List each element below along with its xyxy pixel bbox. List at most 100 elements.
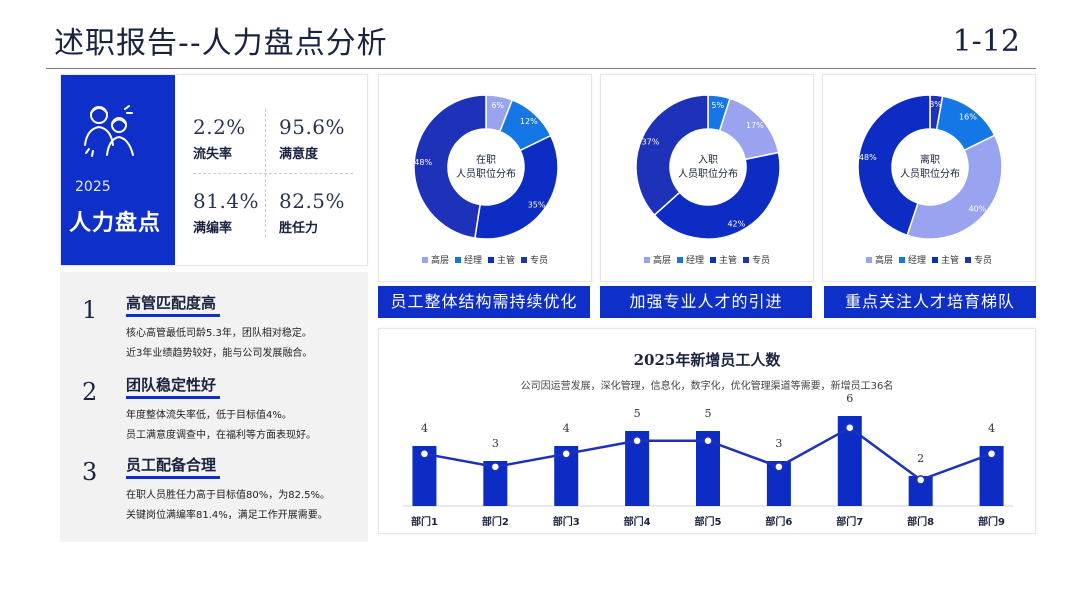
kpi-name: 满意度 bbox=[279, 147, 319, 162]
category-label: 部门9 bbox=[978, 515, 1005, 528]
slice-label: 12% bbox=[520, 117, 538, 126]
category-label: 部门8 bbox=[907, 515, 934, 528]
donut-center-label: 在职 bbox=[476, 154, 496, 166]
chart-legend: 高层 经理 主管 专员 bbox=[379, 253, 591, 266]
category-label: 部门1 bbox=[411, 515, 438, 528]
trend-point bbox=[915, 475, 926, 485]
banner-structure: 员工整体结构需持续优化 bbox=[378, 286, 590, 318]
new-hires-bar-chart: 4 部门1 3 部门2 4 部门3 5 部门4 5 部门5 3 部门6 6 部门7 2 部门8 4 部门9 bbox=[403, 392, 1013, 528]
legend-item: 经理 bbox=[676, 253, 704, 266]
kpi-satisfaction: 95.6% 满意度 bbox=[279, 115, 379, 162]
legend-item: 主管 bbox=[488, 253, 515, 266]
kpi-banner: 2025 人力盘点 bbox=[61, 75, 175, 265]
legend-swatch bbox=[965, 257, 972, 263]
donut-center-label: 人员职位分布 bbox=[456, 167, 516, 180]
slice-label: 48% bbox=[414, 158, 432, 167]
legend-swatch bbox=[643, 257, 650, 263]
legend-item: 经理 bbox=[898, 253, 926, 266]
slice-label: 6% bbox=[491, 101, 504, 110]
kpi-year: 2025 bbox=[75, 179, 111, 195]
kpi-value: 82.5% bbox=[279, 189, 346, 213]
donut-slice-专员 bbox=[413, 94, 487, 239]
donut-slice-专员 bbox=[857, 94, 931, 237]
chart-legend: 高层 经理 主管 专员 bbox=[823, 253, 1035, 266]
trend-point bbox=[490, 462, 501, 472]
slice-label: 42% bbox=[727, 219, 745, 228]
slice-label: 17% bbox=[746, 121, 764, 130]
kpi-label: 人力盘点 bbox=[69, 211, 162, 236]
key-points-panel: 1 高管匹配度高 核心高管最低司龄5.3年，团队相对稳定。 近3年业绩趋势较好，… bbox=[60, 272, 368, 542]
chart-title: 2025年新增员工人数 bbox=[633, 351, 781, 369]
legend-label: 高层 bbox=[652, 256, 671, 266]
legend-label: 主管 bbox=[941, 256, 960, 266]
point-underline bbox=[126, 476, 220, 479]
point-line: 关键岗位满编率81.4%，满足工作开展需要。 bbox=[126, 510, 328, 521]
bar-value-label: 6 bbox=[846, 392, 853, 405]
point-underline bbox=[126, 396, 220, 399]
bar-value-label: 5 bbox=[705, 407, 712, 420]
trend-point bbox=[845, 422, 855, 433]
trend-point bbox=[632, 436, 642, 446]
bar-value-label: 5 bbox=[634, 407, 641, 420]
legend-swatch bbox=[865, 257, 872, 263]
legend-label: 高层 bbox=[430, 256, 449, 266]
donut-center-label: 入职 bbox=[698, 154, 718, 166]
kpi-value: 2.2% bbox=[193, 115, 246, 139]
trend-point bbox=[986, 449, 997, 459]
point-title: 高管匹配度高 bbox=[126, 294, 217, 312]
point-line: 在职人员胜任力高于目标值80%，为82.5%。 bbox=[126, 490, 330, 501]
legend-label: 主管 bbox=[719, 256, 738, 266]
donut-card-onboard: 5% 17% 42% 37% 入职 人员职位分布 高层 经理 主管 专员 bbox=[600, 74, 814, 282]
point-number: 1 bbox=[82, 296, 98, 324]
bar-value-label: 4 bbox=[421, 422, 428, 435]
legend-swatch bbox=[521, 257, 528, 263]
donut-slice-主管 bbox=[473, 134, 559, 240]
legend-label: 经理 bbox=[463, 256, 482, 266]
kpi-value: 81.4% bbox=[193, 189, 260, 213]
category-label: 部门5 bbox=[695, 515, 722, 528]
kpi-staffing-rate: 81.4% 满编率 bbox=[193, 189, 293, 236]
legend-label: 经理 bbox=[685, 256, 704, 266]
category-label: 部门6 bbox=[765, 515, 792, 528]
legend-swatch bbox=[932, 257, 938, 263]
new-hires-chart-card: 2025年新增员工人数 公司因运营发展，深化管理，信息化，数字化，优化管理渠道等… bbox=[378, 328, 1036, 534]
kpi-card: 2025 人力盘点 2.2% 流失率 95.6% 满意度 81.4% 满编率 8… bbox=[60, 74, 368, 266]
legend-item: 高层 bbox=[865, 253, 893, 266]
legend-label: 经理 bbox=[907, 256, 926, 266]
legend-item: 主管 bbox=[932, 253, 959, 266]
legend-swatch bbox=[454, 257, 461, 263]
bar-value-label: 3 bbox=[775, 437, 782, 450]
donut-center-label: 离职 bbox=[920, 153, 940, 166]
kpi-name: 胜任力 bbox=[279, 221, 319, 236]
kpi-attrition: 2.2% 流失率 bbox=[193, 115, 293, 162]
donut-slice-主管 bbox=[906, 134, 1003, 240]
slice-label: 48% bbox=[859, 153, 877, 162]
banner-training: 重点关注人才培育梯队 bbox=[824, 286, 1036, 318]
donut-card-current: 6% 12% 35% 48% 在职 人员职位分布 高层 经理 主管 专员 bbox=[378, 74, 592, 282]
legend-label: 专员 bbox=[974, 256, 993, 266]
point-number: 2 bbox=[82, 378, 98, 406]
slice-label: 40% bbox=[969, 205, 987, 214]
legend-swatch bbox=[421, 257, 428, 263]
trend-point bbox=[774, 462, 784, 472]
chart-subtitle: 公司因运营发展，深化管理，信息化，数字化，优化管理渠道等需要，新增员工36名 bbox=[520, 381, 894, 392]
legend-swatch bbox=[743, 257, 750, 263]
slice-label: 16% bbox=[959, 113, 977, 122]
legend-swatch bbox=[898, 257, 905, 263]
slice-label: 37% bbox=[642, 137, 660, 146]
bar-value-label: 4 bbox=[563, 422, 570, 435]
bar-value-label: 2 bbox=[917, 452, 924, 465]
category-label: 部门2 bbox=[482, 515, 509, 528]
point-line: 员工满意度调查中，在福利等方面表现好。 bbox=[126, 430, 316, 441]
bar-value-label: 3 bbox=[492, 437, 499, 450]
point-number: 3 bbox=[82, 458, 98, 486]
slice-label: 5% bbox=[711, 101, 724, 110]
donut-slice-主管 bbox=[653, 151, 781, 240]
page-title: 述职报告--人力盘点分析 bbox=[54, 26, 388, 61]
slice-label: 35% bbox=[528, 201, 546, 210]
legend-swatch bbox=[488, 257, 494, 263]
kpi-name: 满编率 bbox=[193, 221, 233, 236]
point-underline bbox=[126, 314, 220, 317]
